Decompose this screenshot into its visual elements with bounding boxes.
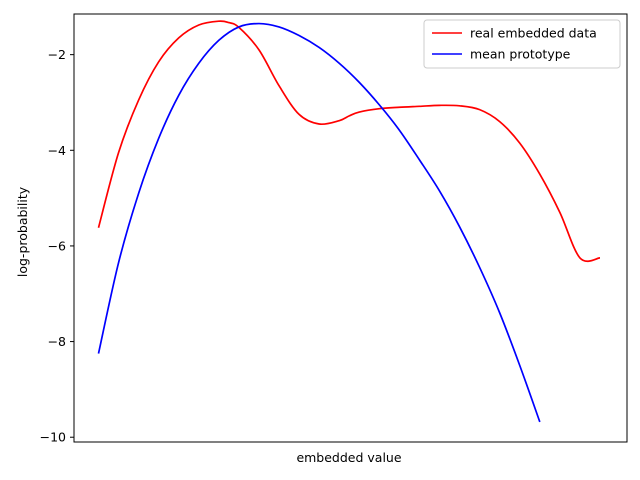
y-axis-label: log-probability bbox=[15, 186, 30, 277]
y-tick-label: −2 bbox=[48, 47, 66, 62]
legend-label-real-embedded-data: real embedded data bbox=[470, 26, 597, 41]
x-axis-label: embedded value bbox=[296, 450, 401, 465]
legend-box bbox=[423, 19, 621, 69]
plot-area bbox=[73, 13, 628, 443]
legend: real embedded data mean prototype bbox=[423, 19, 621, 69]
series-layer bbox=[97, 20, 601, 423]
y-tick-label: −10 bbox=[40, 430, 66, 445]
legend-label-mean-prototype: mean prototype bbox=[470, 47, 571, 62]
y-tick-label: −6 bbox=[48, 238, 66, 253]
series-line-real-embedded-data bbox=[97, 20, 601, 263]
series-line-mean-prototype bbox=[97, 22, 541, 423]
y-tick-label: −8 bbox=[48, 334, 66, 349]
y-tick-label: −4 bbox=[48, 143, 66, 158]
y-axis-ticks: −10 −8 −6 −4 −2 bbox=[40, 47, 74, 445]
axes-frame bbox=[73, 13, 628, 443]
